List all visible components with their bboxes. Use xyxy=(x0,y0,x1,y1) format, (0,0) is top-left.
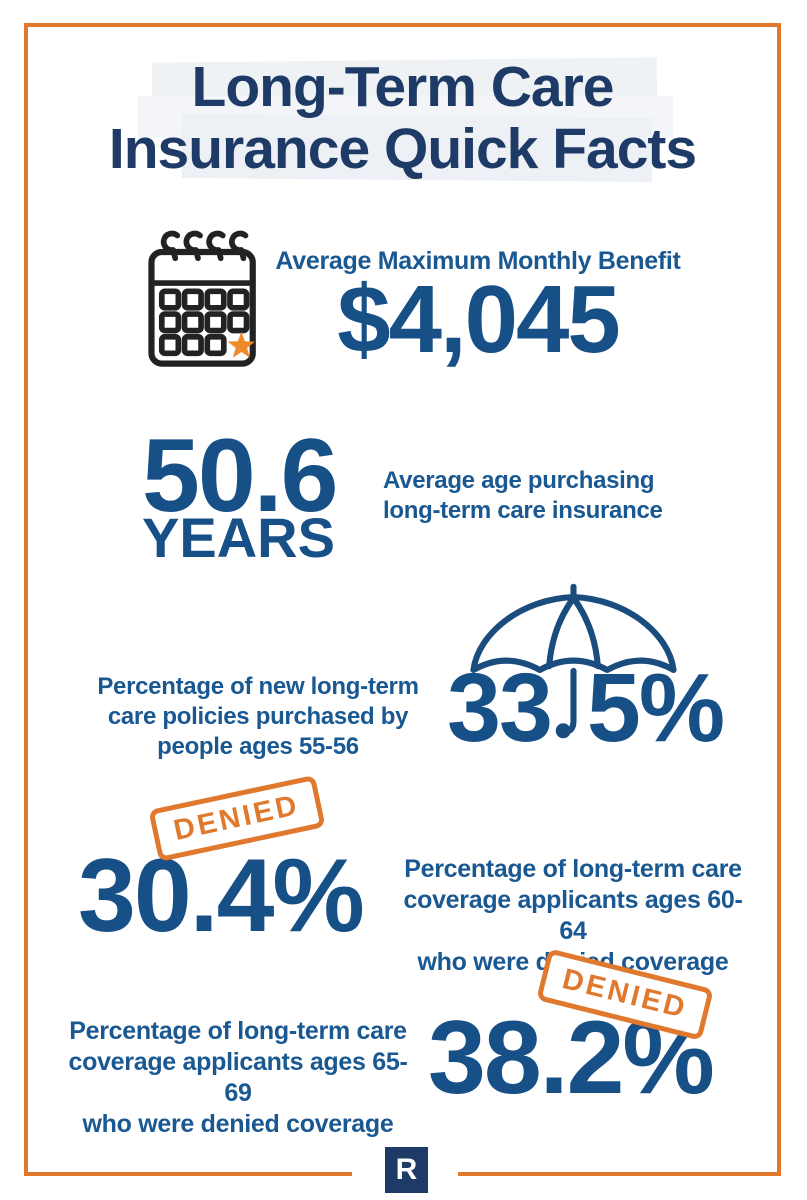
purchase-stat-group: 33 5% xyxy=(445,575,775,762)
purchase-value: 33 5% xyxy=(447,653,725,762)
purchase-label-line: people ages 55-56 xyxy=(157,733,359,760)
denied-65-69-label-line: Percentage of long-term care xyxy=(69,1017,407,1045)
page-title-line2: Insurance Quick Facts xyxy=(108,117,697,181)
purchase-label-line: Percentage of new long-term xyxy=(97,673,419,700)
purchase-value-left: 33 xyxy=(447,653,553,762)
benefit-label: Average Maximum Monthly Benefit xyxy=(275,247,681,275)
purchase-label: Percentage of new long-term care policie… xyxy=(92,672,424,762)
page-title: Long-Term Care Insurance Quick Facts xyxy=(24,56,781,180)
star-icon xyxy=(227,331,256,358)
age-unit: YEARS xyxy=(142,506,335,569)
denied-65-69-label-line: who were denied coverage xyxy=(82,1110,394,1138)
denied-60-64-label-line: coverage applicants ages 60-64 xyxy=(403,886,743,945)
ramsey-r-logo-icon: R xyxy=(385,1147,428,1193)
benefit-value: $4,045 xyxy=(337,266,621,373)
calendar-star-icon xyxy=(148,230,256,367)
denied-65-69-label: Percentage of long-term care coverage ap… xyxy=(60,1016,416,1140)
age-label-line: Average age purchasing xyxy=(383,467,655,494)
purchase-label-line: care policies purchased by xyxy=(107,703,409,730)
age-value: 50.6 xyxy=(142,418,338,534)
umbrella-icon xyxy=(470,583,677,739)
page-title-line1: Long-Term Care xyxy=(191,55,615,119)
age-label: Average age purchasing long-term care in… xyxy=(383,466,683,526)
denied-60-64-value: 30.4% xyxy=(78,838,365,954)
purchase-value-right: 5% xyxy=(586,653,725,762)
age-label-line: long-term care insurance xyxy=(383,497,663,524)
denied-60-64-label-line: Percentage of long-term care xyxy=(404,855,742,883)
denied-65-69-label-line: coverage applicants ages 65-69 xyxy=(68,1048,408,1107)
